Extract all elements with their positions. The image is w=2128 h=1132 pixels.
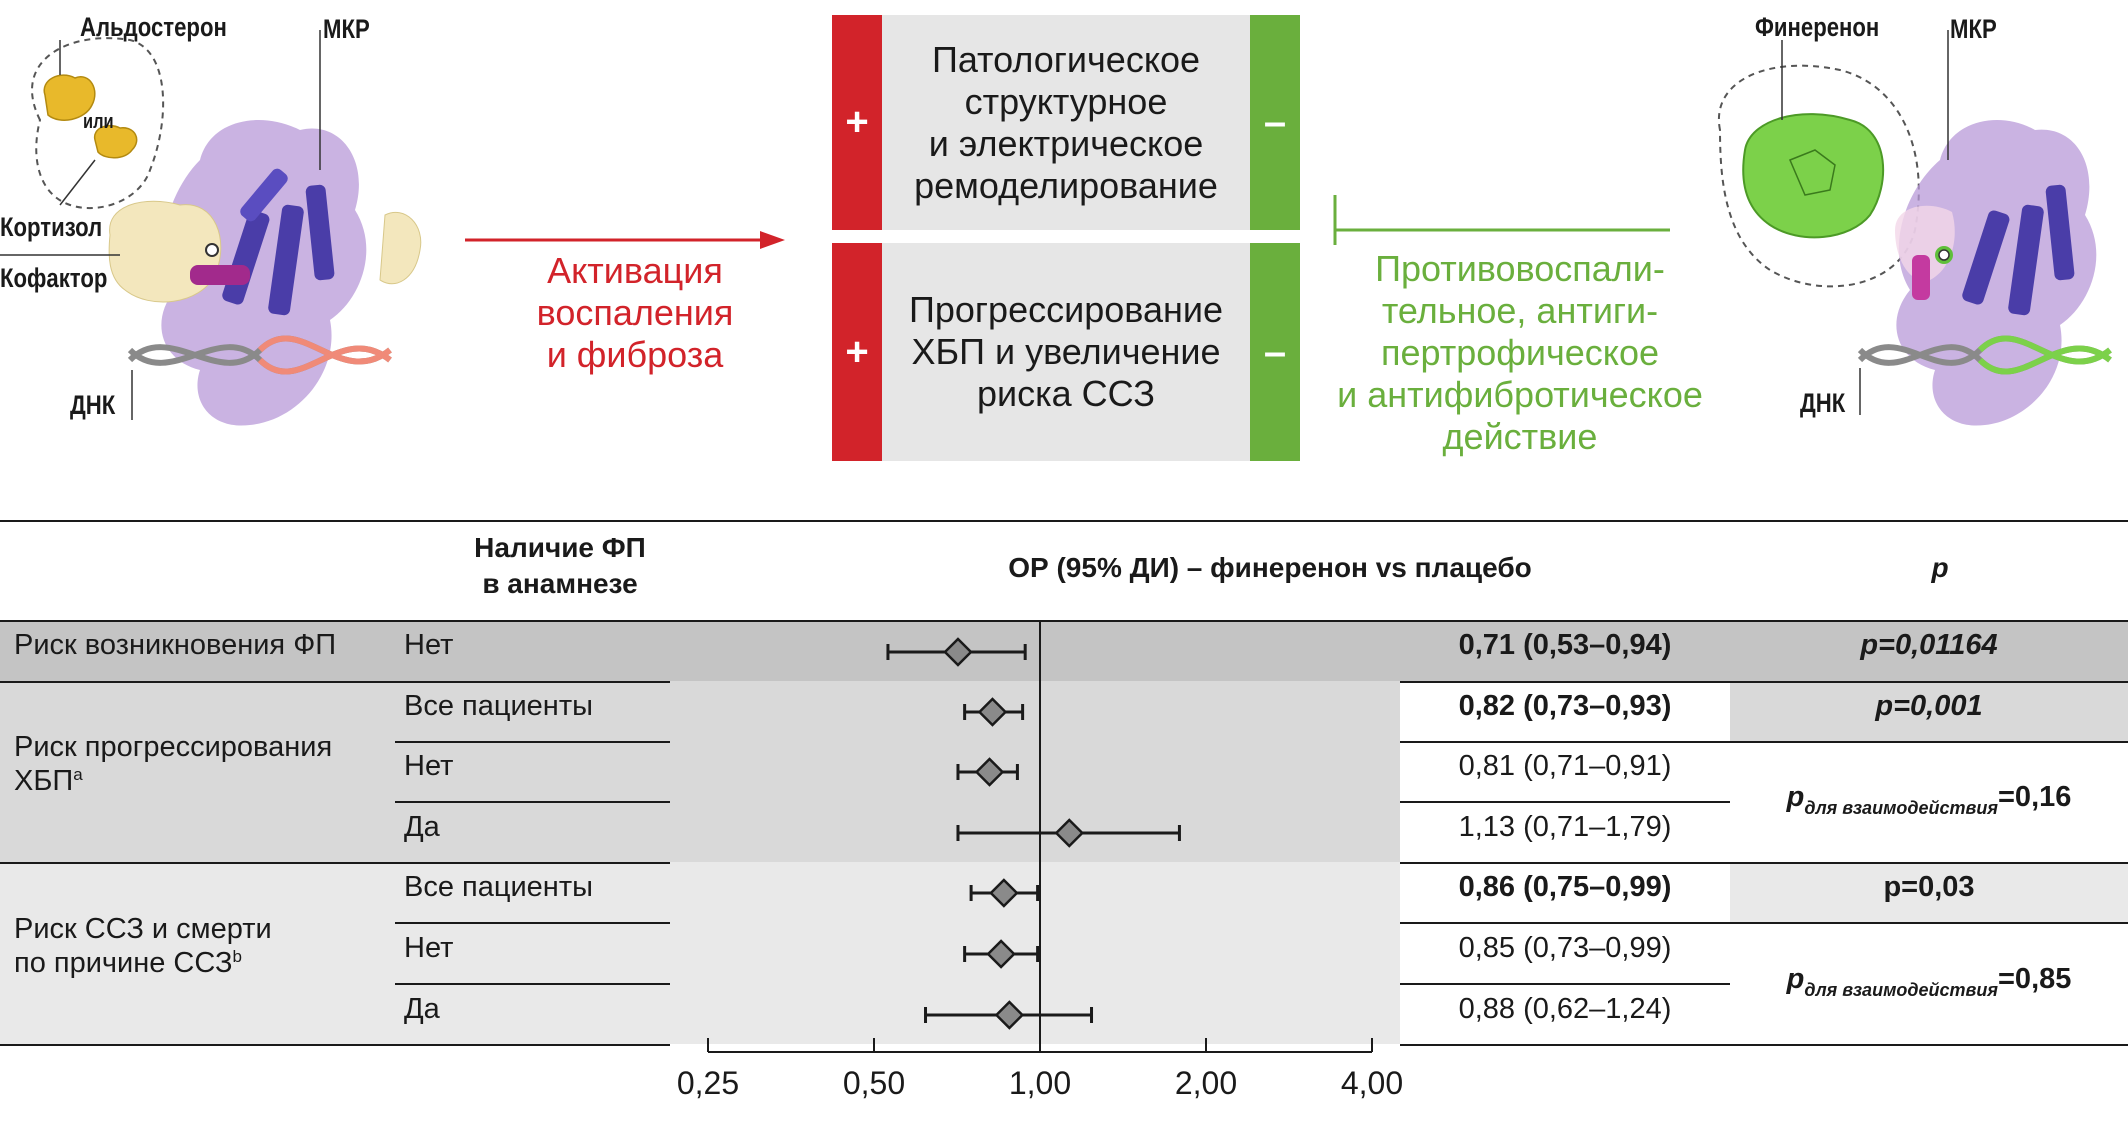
hr-marker [986,939,1016,969]
subgroup-label: Да [404,993,440,1025]
x-tick-label: 4,00 [1341,1065,1403,1101]
label-dna-left: ДНК [70,390,116,420]
subgroup-label: Нет [404,629,454,661]
hr-marker [994,1000,1025,1030]
footnote-a: a [73,765,83,784]
or-value: 0,82 (0,73–0,93) [1458,690,1672,722]
label-cortisol: Кортизол [0,212,103,242]
p-interaction-ckd: pдля взаимодействия=0,16 [1730,780,2128,825]
forest-plot: 0,25 0,50 1,00 2,00 4,00 [677,622,1403,1101]
subgroup-label: Нет [404,750,454,782]
label-or: или [83,111,114,133]
row-rule [1400,983,1730,985]
subgroup-label: Да [404,811,440,843]
row-rule [395,741,670,743]
label-aldosterone: Альдостерон [80,12,227,42]
p-value: p=0,001 [1875,690,1983,722]
row-rule [1730,922,2128,924]
subgroup-label: Нет [404,932,454,964]
or-value: 1,13 (0,71–1,79) [1458,811,1672,843]
row-rule [1400,741,1730,743]
row-rule [395,983,670,985]
box-remodeling-text: Патологическое структурное и электрическ… [914,38,1218,206]
subgroup-label: Все пациенты [404,871,593,903]
p-interaction-value: =0,16 [1998,781,2072,813]
inhibition-text: Противовоспали- тельное, антиги- пертроф… [1337,248,1703,457]
hr-marker [977,697,1008,727]
row-rule [0,681,670,683]
p-interaction-sub: для взаимодействия [1804,798,1998,818]
p-value: p=0,01164 [1860,629,1998,661]
x-tick-label: 0,25 [677,1065,739,1101]
x-tick-label: 1,00 [1009,1065,1071,1101]
box-ckd-text: Прогрессирование ХБП и увеличение риска … [909,289,1223,414]
band-af-risk [0,622,2128,681]
minus-sign: – [1250,243,1300,461]
label-finerenone: Финеренон [1755,12,1880,42]
header-bottom-rule [0,620,2128,622]
or-value: 0,88 (0,62–1,24) [1458,993,1672,1025]
table-top-rule [0,520,2128,522]
mechanism-box-remodeling: + Патологическое структурное и электриче… [832,15,1300,230]
row-rule [395,801,670,803]
x-tick-label: 2,00 [1175,1065,1237,1101]
row-rule [395,922,670,924]
label-cofactor: Кофактор [0,263,108,293]
or-column-background [1400,622,1730,681]
p-interaction-prefix: p [1786,781,1805,813]
row-rule [1400,681,2128,683]
table-bottom-rule [0,1044,670,1046]
row-rule [1400,922,1730,924]
group-label-cv: Риск ССЗ и смерти по причине ССЗb [14,912,272,980]
header-p: p [1931,552,1949,583]
p-value: p=0,03 [1883,871,1975,903]
plus-sign: + [832,243,882,461]
group-label-ckd: Риск прогрессирования ХБПa [14,730,332,798]
p-interaction-prefix: p [1786,963,1805,995]
activation-text: Активация воспаления и фиброза [536,250,734,375]
hr-marker [989,878,1019,908]
p-interaction-sub: для взаимодействия [1804,980,1998,1000]
or-value: 0,85 (0,73–0,99) [1458,932,1672,964]
p-interaction-cv: pдля взаимодействия=0,85 [1730,962,2128,1007]
left-receptor-illustration [0,0,440,470]
or-value: 0,71 (0,53–0,94) [1458,629,1672,661]
subgroup-label: Все пациенты [404,690,593,722]
group-label-af: Риск возникновения ФП [14,629,337,661]
group-label-ckd-text: Риск прогрессирования ХБП [14,731,333,797]
label-dna-right: ДНК [1800,388,1846,418]
header-or: ОР (95% ДИ) – финеренон vs плацебо [1008,552,1532,583]
hr-marker [1054,818,1085,848]
mechanism-box-ckd: + Прогрессирование ХБП и увеличение риск… [832,243,1300,461]
group-rule [0,862,670,864]
plus-sign: + [832,15,882,230]
table-bottom-rule [1400,1044,2128,1046]
inhibition-bar [1333,195,1670,245]
x-tick-label: 0,50 [843,1065,905,1101]
right-receptor-illustration [1690,0,2128,470]
row-rule [1730,741,2128,743]
p-column-background [1730,741,2128,862]
group-rule [1400,862,2128,864]
minus-sign: – [1250,15,1300,230]
or-value: 0,86 (0,75–0,99) [1458,871,1672,903]
or-value: 0,81 (0,71–0,91) [1458,750,1672,782]
footnote-b: b [232,947,242,966]
p-column-background [1730,922,2128,1044]
row-rule [1400,801,1730,803]
hr-marker [943,637,973,667]
label-mr-right: МКР [1950,14,1997,44]
p-interaction-value: =0,85 [1998,963,2072,995]
label-mr-left: МКР [323,14,370,44]
hr-marker [974,757,1005,787]
header-history: Наличие ФП в анамнезе [474,532,646,599]
group-label-cv-text: Риск ССЗ и смерти по причине ССЗ [14,913,272,979]
activation-arrow [465,231,785,249]
